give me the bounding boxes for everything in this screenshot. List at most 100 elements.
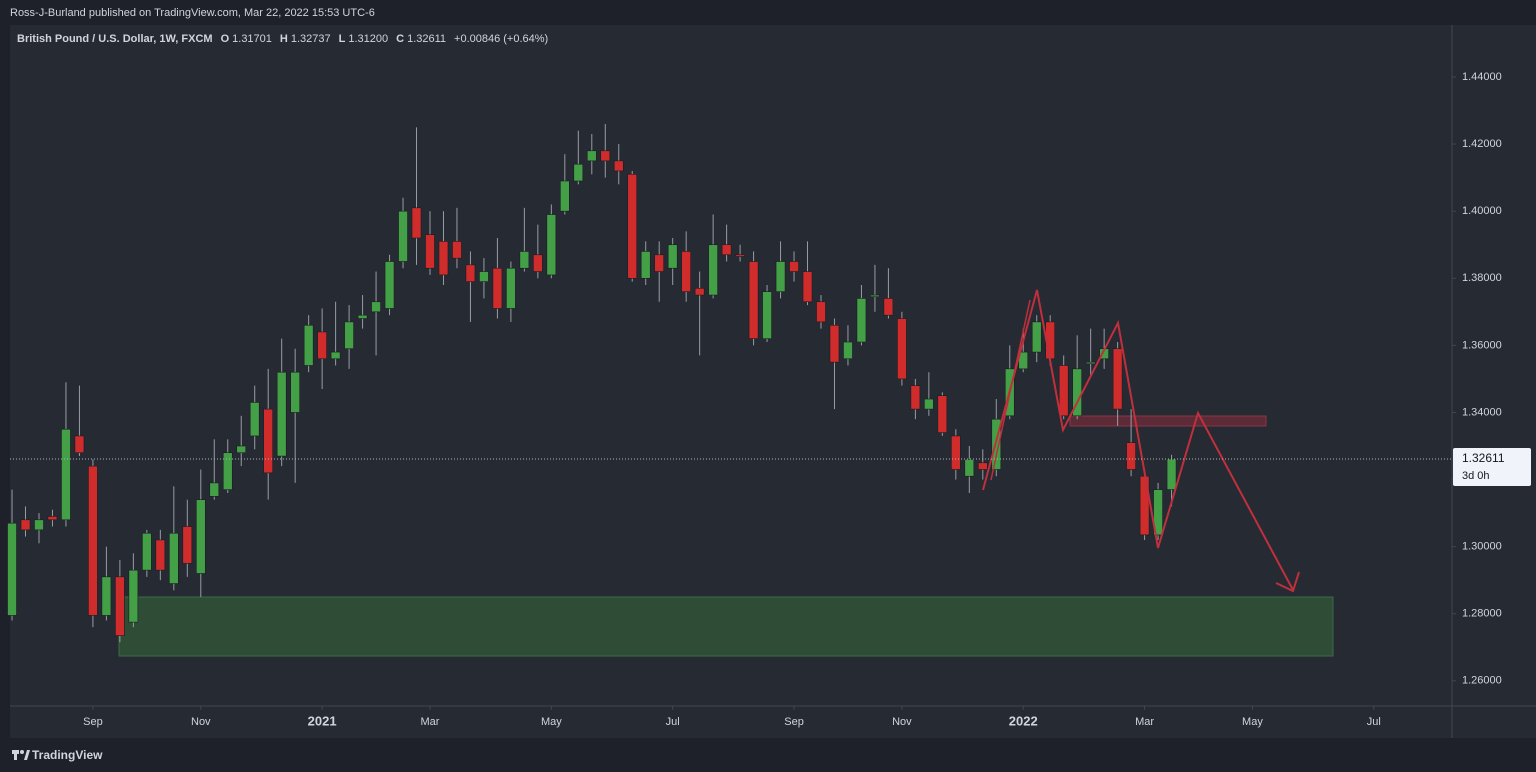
legend-key: H [280,33,288,45]
candle-body [667,244,678,269]
candle-body [384,261,395,309]
candle-body [910,385,921,410]
candle-body [101,576,112,616]
legend-value: 1.31200 [348,33,388,45]
y-tick-label: 1.26000 [1462,675,1502,687]
candle-body [533,254,543,272]
candle-body [398,210,408,262]
candle-body [1126,442,1136,470]
candle-body [924,398,934,410]
candle-body [249,402,260,437]
candle-body [371,301,381,313]
candle-body [519,251,530,269]
candle-body [694,288,705,296]
candle-body [843,341,853,360]
candle-body [330,351,341,360]
x-tick-label: May [541,716,562,728]
candle-body [1112,348,1123,410]
candle-body [789,261,799,272]
candle-body [142,532,152,571]
x-tick-label: Nov [892,716,912,728]
legend-value: 1.32611 [407,33,446,45]
header: Ross-J-Burland published on TradingView.… [10,7,375,19]
candle-body [775,261,786,292]
x-tick-label: Sep [784,716,804,728]
candle-body [640,251,651,279]
y-tick-label: 1.40000 [1462,205,1502,217]
candle-body [816,301,826,323]
candle-body [560,180,570,212]
candle-body [654,254,665,272]
y-tick-label: 1.36000 [1462,339,1502,351]
candle-body [600,150,611,162]
candle-body [613,160,624,172]
candle-body [263,408,273,474]
candle-body [1085,361,1096,365]
candle-body [573,163,584,182]
candle-body [222,452,233,490]
zigzag-line [990,299,1031,481]
candle-body [586,150,597,162]
countdown-label: 3d 0h [1462,470,1490,482]
x-tick-label: Jul [666,716,680,728]
candle-body [506,267,516,309]
candle-body [870,294,880,298]
candle-body [182,526,193,564]
arrow-head [1275,571,1300,593]
price-axis [1452,25,1536,706]
candle-body [897,318,907,380]
y-tick-label: 1.44000 [1462,71,1502,83]
legend-key: O [221,33,230,45]
last-price-label: 1.32611 [1462,451,1505,465]
candle-body [74,435,85,454]
support-zone [118,596,1334,657]
legend-value: 1.31701 [232,33,272,45]
candle-body [762,291,772,339]
x-tick-label: Jul [1367,716,1381,728]
last-price-box [1453,448,1531,487]
candle-body [1166,458,1177,490]
candle-body [951,435,961,470]
candle-body [721,244,732,256]
candle-body [276,371,287,457]
y-tick-label: 1.28000 [1462,608,1502,620]
candle-body [883,298,894,316]
candle-body [802,271,813,303]
x-tick-label: Sep [83,716,103,728]
candle-body [34,519,44,531]
candle-body [964,459,975,477]
candle-body [195,499,206,574]
candle-body [937,395,948,433]
candle-body [1058,365,1069,417]
legend-key: C [396,33,404,45]
y-tick-label: 1.42000 [1462,138,1502,150]
logo-part [20,750,24,754]
y-tick-label: 1.38000 [1462,272,1502,284]
x-tick-label: 2022 [1009,713,1038,728]
candle-body [344,321,354,350]
logo-part [14,754,17,760]
time-axis [10,706,1536,738]
symbol-title: British Pound / U.S. Dollar, 1W, FXCM [17,33,213,45]
candle-body [438,241,449,276]
candle-body [7,522,17,616]
candle-body [155,539,166,571]
candle-body [128,569,139,623]
candle-body [681,251,691,292]
candle-body [465,264,476,282]
candle-body [977,462,988,470]
candle-body [748,261,759,339]
candle-body [357,314,368,319]
candle-body [1031,321,1042,353]
candle-body [627,173,638,279]
candle-body [411,207,422,239]
y-tick-label: 1.34000 [1462,406,1502,418]
candle-body [290,371,300,413]
plot-area [10,25,1452,706]
candle-body [735,254,745,257]
candle-body [20,519,31,531]
candle-body [88,465,98,616]
candle-body [169,532,179,584]
